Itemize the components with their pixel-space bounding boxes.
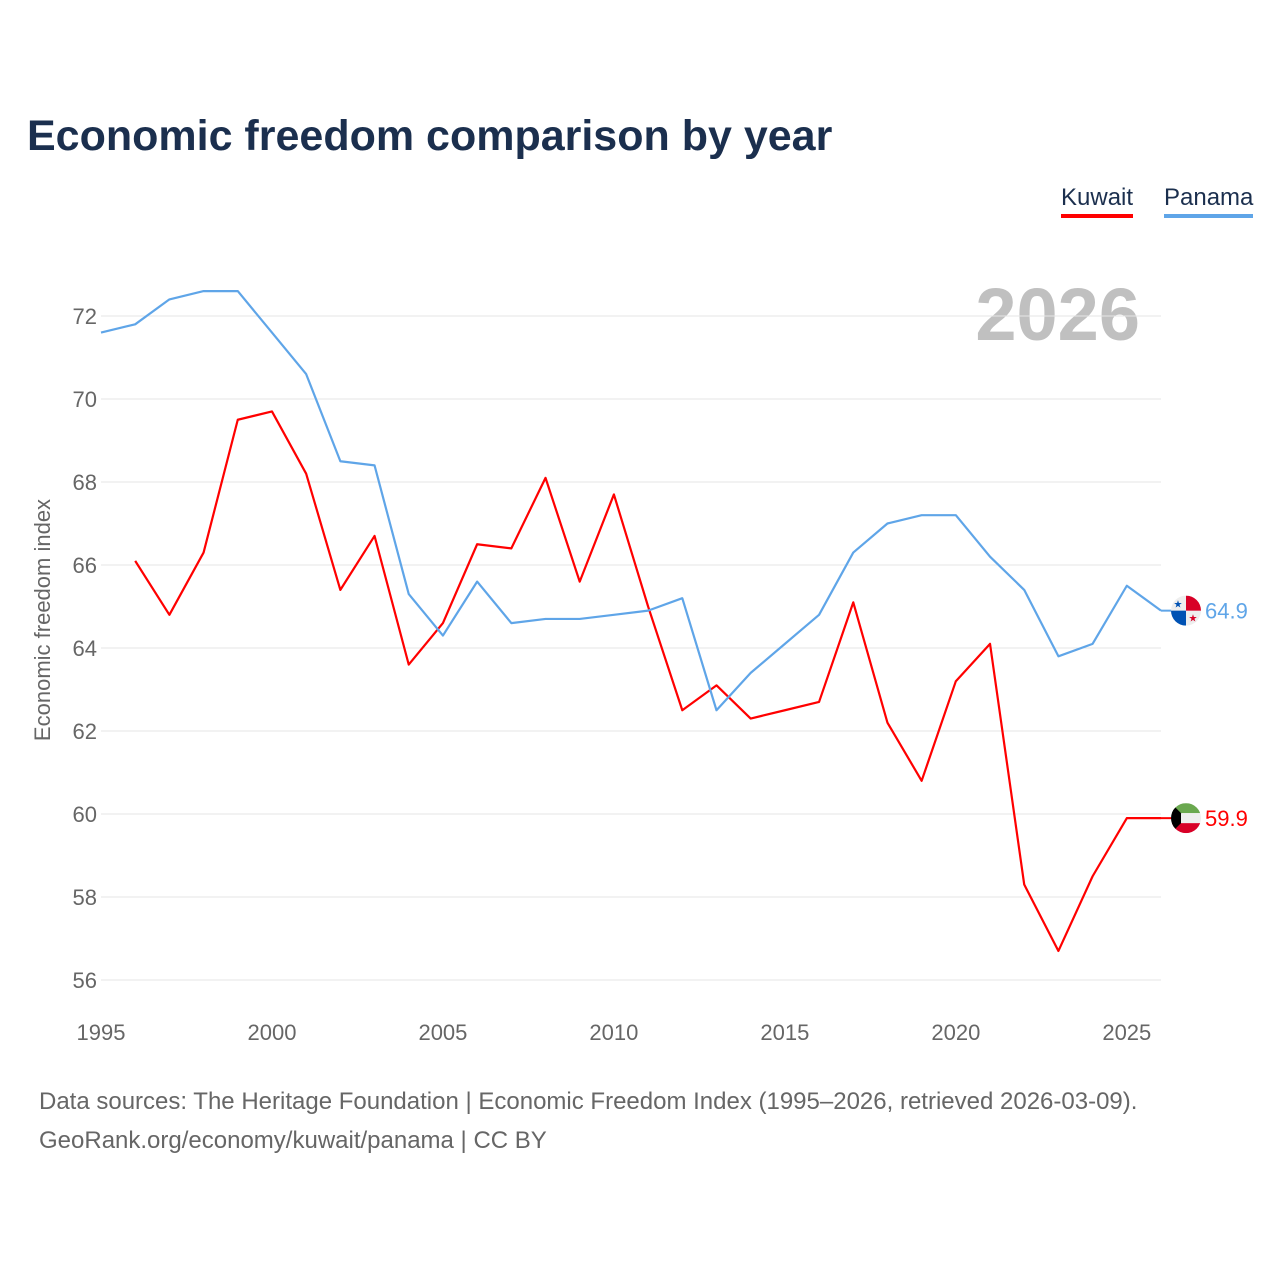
x-tick-label: 2015 (760, 1020, 809, 1045)
svg-text:★: ★ (1174, 600, 1183, 611)
year-watermark: 2026 (975, 273, 1140, 356)
legend-panama[interactable]: Panama (1164, 184, 1254, 218)
y-tick-label: 62 (73, 719, 97, 744)
svg-text:★: ★ (1189, 614, 1198, 625)
kuwait-flag-icon (1171, 803, 1201, 834)
x-tick-label: 2000 (247, 1020, 296, 1045)
y-tick-label: 72 (73, 304, 97, 329)
y-tick-label: 68 (73, 470, 97, 495)
y-tick-label: 66 (73, 553, 97, 578)
x-tick-label: 1995 (77, 1020, 126, 1045)
footer-credit: GeoRank.org/economy/kuwait/panama | CC B… (39, 1127, 547, 1154)
y-tick-label: 60 (73, 802, 97, 827)
chart-title: Economic freedom comparison by year (27, 112, 833, 160)
y-axis-label: Economic freedom index (30, 499, 55, 741)
series-line-kuwait (134, 410, 1161, 953)
end-value-label: 64.9 (1205, 599, 1248, 624)
y-tick-label: 58 (73, 885, 97, 910)
x-tick-label: 2020 (931, 1020, 980, 1045)
end-value-label: 59.9 (1205, 806, 1248, 831)
footer-sources: Data sources: The Heritage Foundation | … (39, 1088, 1138, 1115)
series-line-panama (100, 290, 1162, 712)
y-tick-label: 70 (73, 387, 97, 412)
x-tick-label: 2005 (418, 1020, 467, 1045)
y-tick-label: 56 (73, 968, 97, 993)
panama-flag-icon: ★★ (1171, 595, 1201, 626)
legend-kuwait[interactable]: Kuwait (1061, 184, 1134, 218)
x-tick-label: 2025 (1102, 1020, 1151, 1045)
y-tick-label: 64 (73, 636, 97, 661)
x-tick-label: 2010 (589, 1020, 638, 1045)
